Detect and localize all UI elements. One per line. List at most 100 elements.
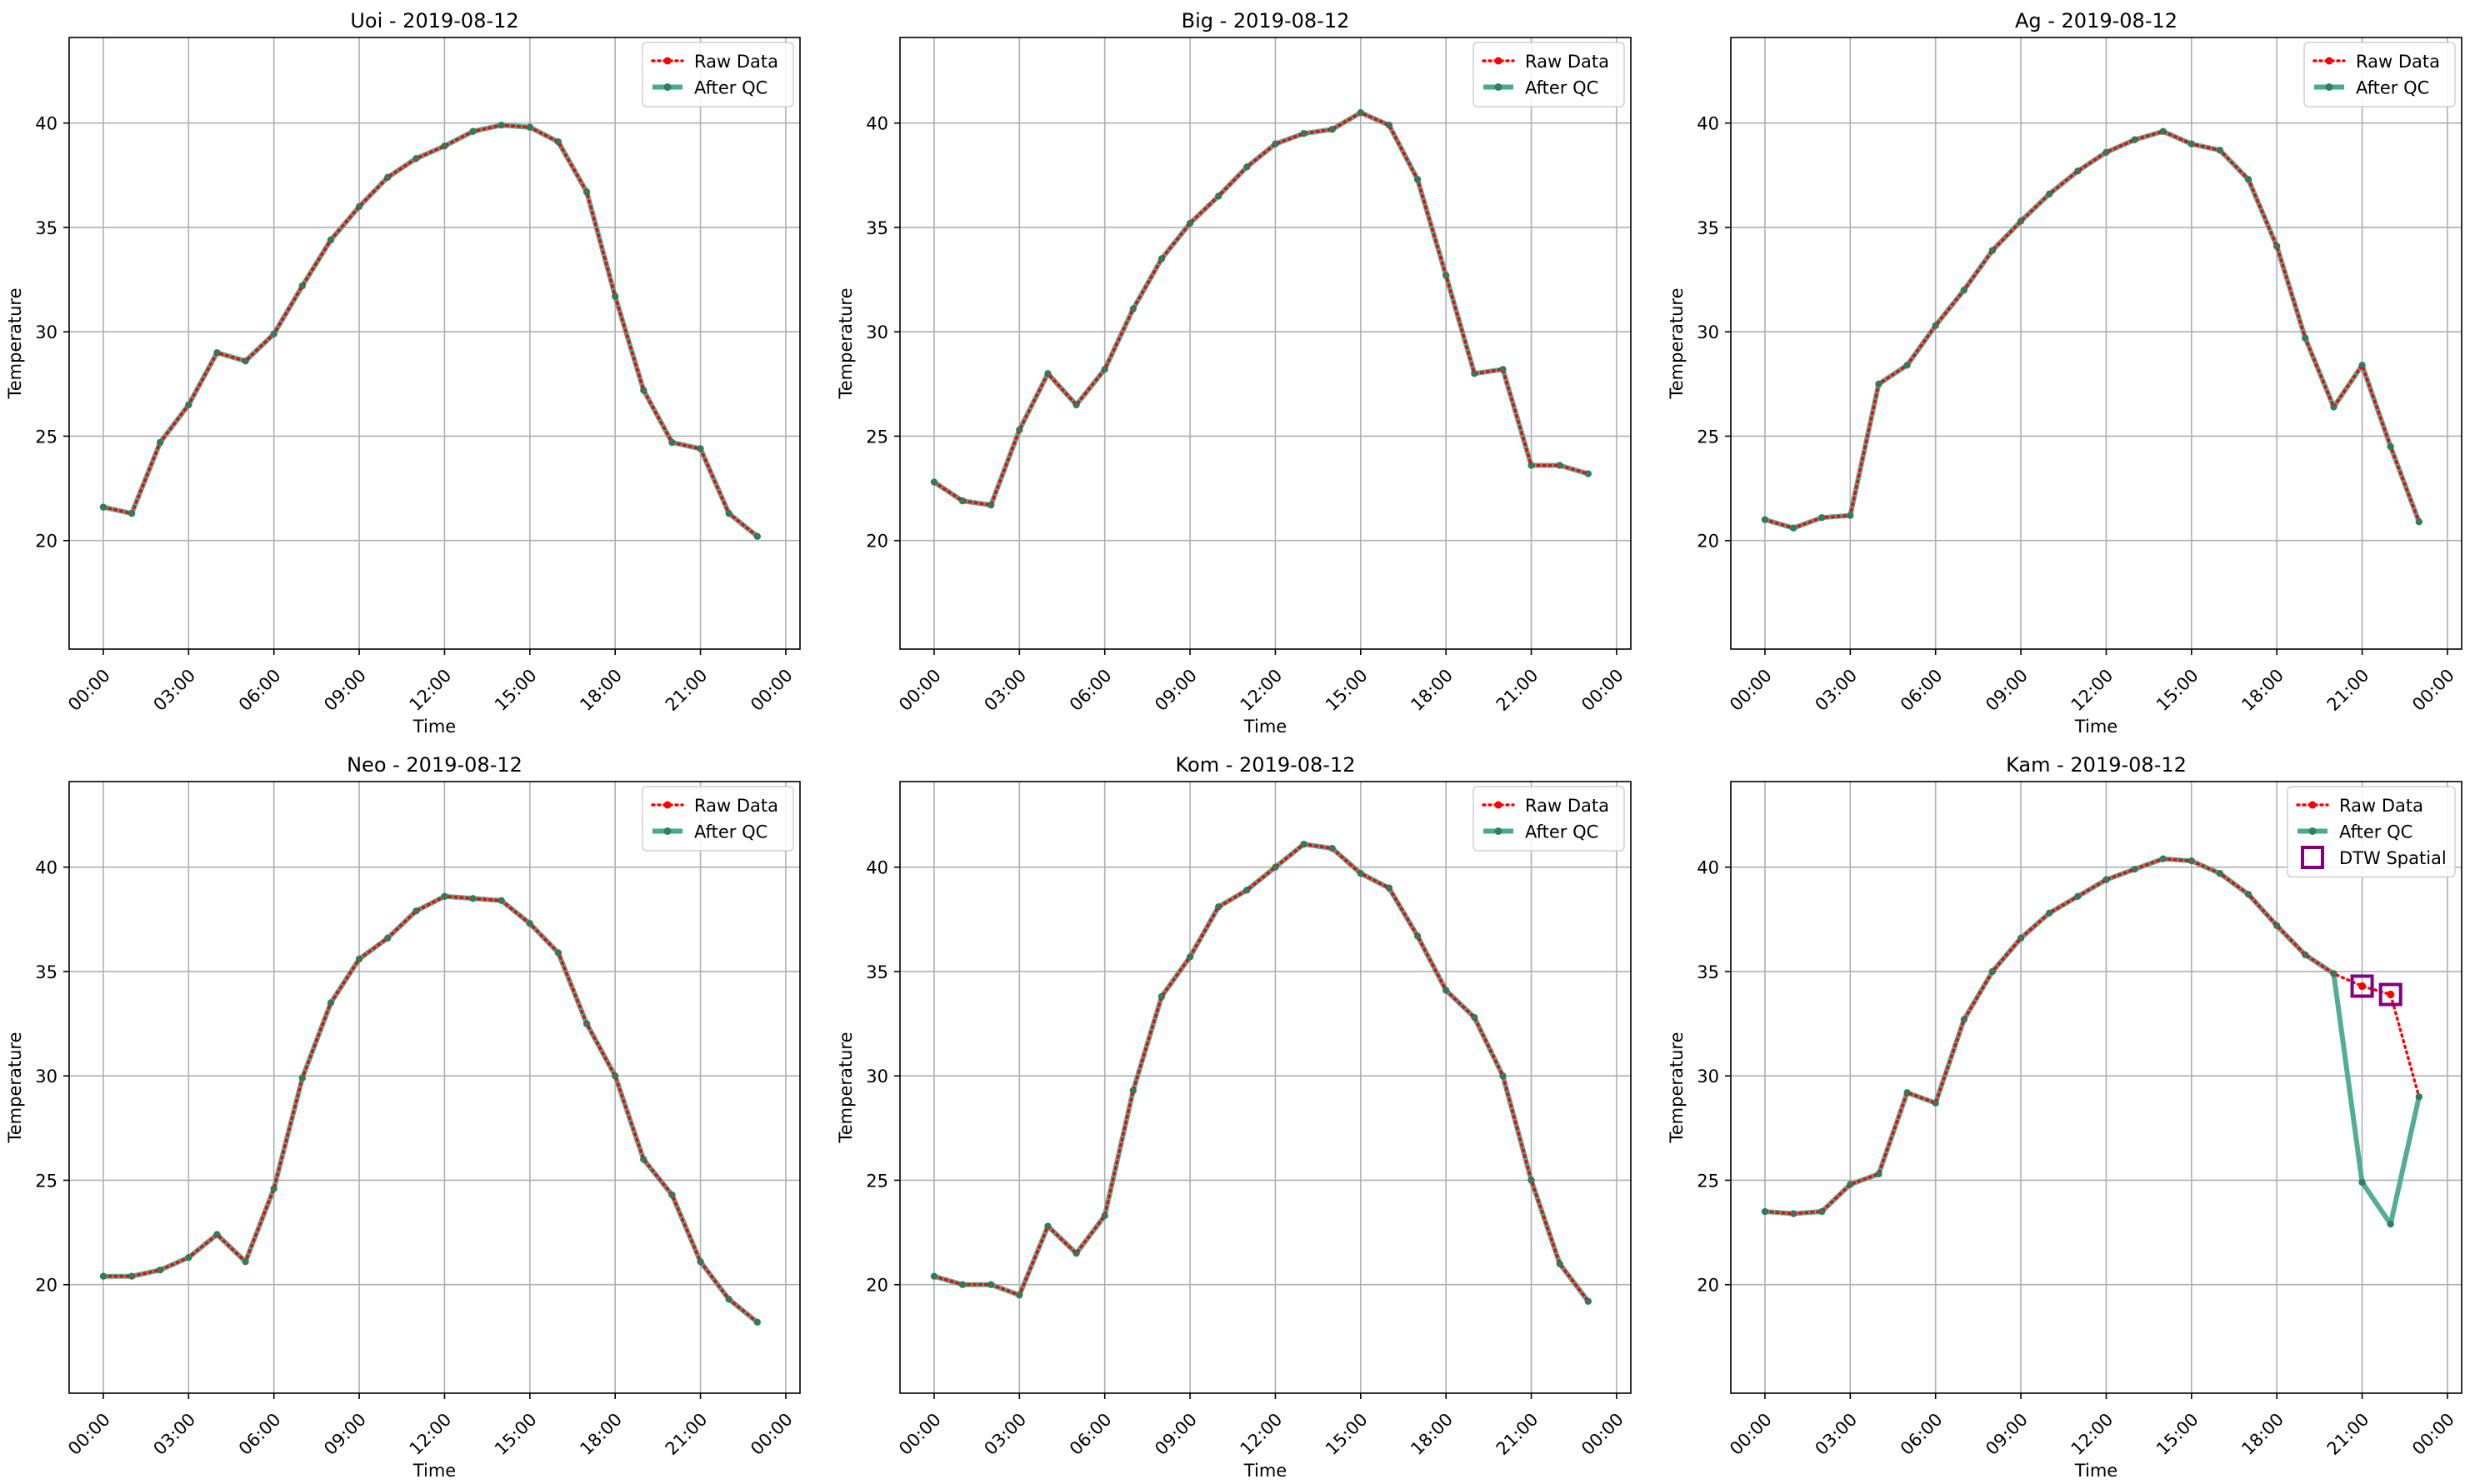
after-qc-point: [1472, 1014, 1478, 1021]
after-qc-point: [214, 350, 220, 356]
legend-label: Raw Data: [1525, 796, 1609, 816]
legend-after-qc-marker: [2325, 83, 2333, 91]
after-qc-point: [1301, 841, 1307, 847]
after-qc-point: [214, 1232, 220, 1237]
legend-label: After QC: [1525, 822, 1598, 842]
subplot-0: Uoi - 2019-08-12 20 25 30 35 40 00:00 03:00 06:0…: [5, 9, 801, 737]
subplot-title: Neo - 2019-08-12: [347, 753, 522, 777]
subplot-title: Kom - 2019-08-12: [1176, 753, 1356, 777]
after-qc-point: [1301, 131, 1307, 137]
subplot-2: Ag - 2019-08-12 20 25 30 35 40 00:00 03:00 06:00…: [1667, 9, 2462, 737]
legend-box: [1472, 786, 1625, 852]
after-qc-point: [1414, 177, 1421, 182]
y-tick-label: 20: [866, 1276, 888, 1296]
legend: Raw Data After QC DTW Spatial: [2287, 786, 2456, 878]
legend-after-qc-marker: [1494, 83, 1502, 91]
series-after-qc-line: [932, 110, 1589, 508]
x-tick-label: 12:00: [406, 665, 456, 715]
after-qc-point: [1329, 845, 1335, 852]
after-qc-point: [754, 1319, 761, 1326]
after-qc-point: [242, 1258, 248, 1265]
after-qc-point: [1386, 885, 1392, 891]
x-tick-label: 15:00: [491, 665, 541, 715]
after-qc-point: [1989, 247, 1996, 253]
after-qc-point: [186, 1254, 192, 1261]
x-tick-label: 18:00: [576, 1409, 626, 1459]
x-tick-label: 06:00: [235, 1409, 285, 1459]
after-qc-point: [2132, 137, 2138, 142]
after-qc-point: [669, 1192, 675, 1198]
x-axis-label: Time: [2074, 717, 2118, 737]
y-axis-label: Temperature: [1667, 1032, 1687, 1143]
after-qc-point: [641, 1157, 647, 1162]
x-tick-label: 00:00: [895, 665, 945, 715]
after-qc-point: [186, 402, 192, 408]
x-tick-label: 18:00: [1407, 1409, 1457, 1459]
after-qc-point: [1528, 1177, 1534, 1183]
after-qc-point: [1130, 306, 1137, 312]
x-tick-label: 15:00: [1322, 1409, 1372, 1459]
legend: Raw Data After QC: [2303, 42, 2456, 107]
after-qc-point: [2359, 362, 2365, 368]
x-tick-label: 12:00: [1237, 1409, 1287, 1459]
after-qc-point: [2075, 893, 2081, 899]
after-qc-point: [2217, 871, 2223, 877]
legend-label: DTW Spatial: [2339, 848, 2447, 868]
legend-item: Raw Data: [651, 52, 778, 72]
axes-frame: [68, 37, 801, 650]
x-tick-label: 09:00: [1151, 1409, 1201, 1459]
axes-frame: [1730, 781, 2462, 1394]
after-qc-point: [1904, 1090, 1910, 1096]
after-qc-point: [442, 893, 448, 899]
after-qc-point: [2388, 443, 2393, 450]
after-qc-point: [1989, 968, 1996, 975]
series-after-qc-line: [933, 842, 1591, 1303]
after-qc-point: [988, 502, 994, 508]
legend-item: After QC: [652, 78, 768, 98]
after-qc-point: [1442, 987, 1449, 993]
y-tick-label: 40: [866, 114, 888, 134]
after-qc-point: [128, 1273, 135, 1279]
x-tick-label: 12:00: [2068, 1409, 2118, 1459]
legend-label: Raw Data: [694, 796, 778, 816]
legend-raw-data-marker: [1494, 801, 1502, 809]
y-tick-label: 35: [1697, 218, 1719, 238]
y-axis-label: Temperature: [836, 1032, 856, 1143]
after-qc-point: [1187, 954, 1193, 960]
after-qc-point: [299, 282, 306, 289]
after-qc-point: [1130, 1087, 1137, 1093]
after-qc-point: [612, 293, 618, 299]
series-raw-data-line: [102, 123, 759, 538]
after-qc-point: [2046, 191, 2052, 197]
after-qc-point: [413, 908, 419, 914]
x-tick-label: 00:00: [1578, 1409, 1628, 1459]
legend-item: Raw Data: [1482, 52, 1609, 72]
x-tick-label: 06:00: [1897, 665, 1947, 715]
y-axis-label: Temperature: [1667, 287, 1687, 399]
x-axis-label: Time: [2074, 1461, 2118, 1481]
after-qc-point: [2188, 857, 2195, 864]
series-after-qc-line: [1764, 128, 2422, 531]
after-qc-point: [1244, 164, 1250, 170]
x-tick-label: 00:00: [1726, 1409, 1776, 1459]
after-qc-point: [1414, 933, 1421, 939]
subplot-title: Kam - 2019-08-12: [2006, 753, 2187, 777]
x-tick-label: 12:00: [406, 1409, 456, 1459]
plot-area: [930, 840, 1592, 1305]
x-tick-label: 15:00: [1322, 665, 1372, 715]
after-qc-point: [1358, 109, 1364, 116]
y-tick-label: 30: [866, 322, 888, 342]
after-qc-point: [1876, 1171, 1882, 1177]
x-tick-label: 03:00: [150, 665, 200, 715]
x-tick-label: 03:00: [1812, 1409, 1862, 1459]
after-qc-point: [1932, 1100, 1938, 1106]
axes-frame: [899, 37, 1632, 650]
x-tick-label: 12:00: [2068, 665, 2118, 715]
after-qc-point: [726, 510, 732, 517]
after-qc-point: [1158, 993, 1165, 1000]
after-qc-point: [1102, 1212, 1108, 1219]
legend-item: After QC: [1483, 822, 1598, 842]
y-tick-label: 40: [1697, 858, 1719, 878]
dtw-spatial-marker: [2350, 974, 2374, 998]
after-qc-point: [299, 1075, 306, 1081]
